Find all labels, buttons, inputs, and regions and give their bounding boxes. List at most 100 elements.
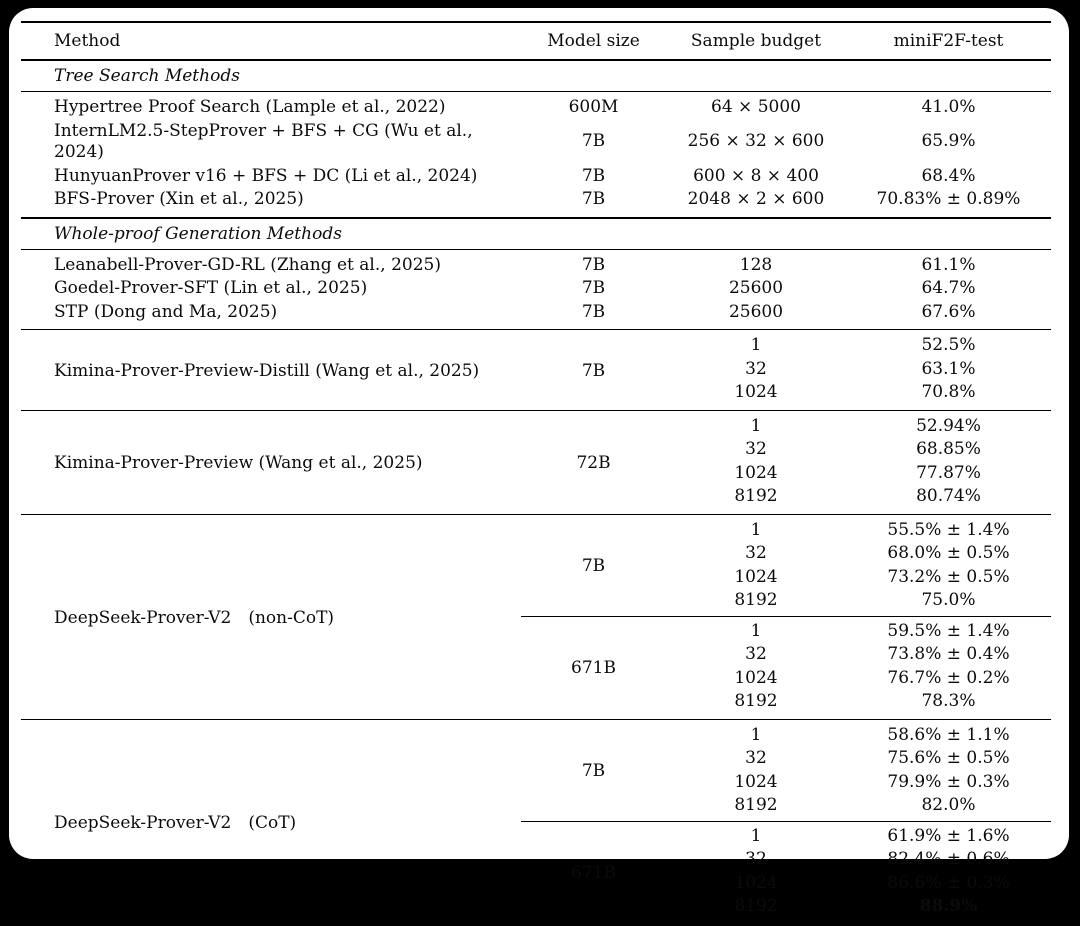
table-row: DeepSeek-Prover-V2 (CoT) 7B 1 58.6% ± 1.1%: [21, 718, 1051, 925]
table-row: 1024 76.7% ± 0.2%: [21, 667, 1051, 691]
sample-budget-cell: 600 × 8 × 400: [693, 165, 819, 186]
result-cell: 41.0%: [846, 91, 1051, 120]
model-size-cell: 7B: [581, 165, 606, 186]
sample-budget-cell: 1: [666, 409, 846, 438]
table-row: InternLM2.5-StepProver + BFS + CG (Wu et…: [21, 120, 1051, 165]
result-cell: 76.7% ± 0.2%: [887, 667, 1010, 688]
col-header-method: Method: [21, 21, 521, 61]
result-cell: 70.8%: [921, 382, 976, 402]
model-size-cell: 7B: [581, 278, 606, 298]
table-row: 32 82.4% ± 0.6%: [21, 848, 1051, 872]
result-cell: 70.83% ± 0.89%: [876, 189, 1021, 209]
result-cell: 65.9%: [921, 131, 976, 152]
table-row: Goedel-Prover-SFT (Lin et al., 2025) 7B 25…: [21, 277, 1051, 301]
model-size-cell: 7B: [521, 248, 666, 277]
table-row: Kimina-Prover-Preview (Wang et al., 2025…: [21, 409, 1051, 514]
sample-budget-cell: 32: [745, 644, 767, 664]
col-header-model-size: Model size: [521, 21, 666, 61]
model-size-cell: 72B: [521, 409, 666, 514]
model-size-cell: 600M: [521, 91, 666, 120]
result-cell: 75.0%: [921, 590, 976, 610]
table-row: 8192 75.0%: [21, 589, 1051, 616]
table-row: 32 75.6% ± 0.5%: [21, 747, 1051, 771]
sample-budget-cell: 8192: [734, 590, 778, 610]
paper-table-card: Method Model size Sample budget miniF2F-…: [9, 8, 1069, 926]
table-row: 1024 70.8%: [21, 381, 1051, 410]
table-body: Tree Search Methods Hypertree Proof Searc…: [21, 60, 1051, 925]
result-cell: 52.5%: [846, 329, 1051, 358]
table-row: STP (Dong and Ma, 2025) 7B 25600 67.6%: [21, 301, 1051, 330]
sample-budget-cell: 1: [666, 329, 846, 358]
table-row: HunyuanProver v16 + BFS + DC (Li et al.,…: [21, 165, 1051, 189]
model-size-cell: 7B: [581, 131, 606, 152]
result-cell: 78.3%: [921, 691, 976, 711]
sample-budget-cell: 1: [666, 820, 846, 848]
model-size-cell: 7B: [581, 189, 606, 209]
result-cell: 86.6% ± 0.3%: [887, 872, 1010, 893]
result-cell: 61.1%: [846, 248, 1051, 277]
table-row: Leanabell-Prover-GD-RL (Zhang et al., 20…: [21, 248, 1051, 277]
method-cell: STP (Dong and Ma, 2025): [54, 301, 278, 322]
sample-budget-cell: 32: [745, 849, 767, 869]
sample-budget-cell: 1024: [734, 667, 778, 688]
sample-budget-cell: 32: [745, 358, 767, 379]
sample-budget-cell: 32: [745, 748, 767, 768]
table-row: 1024 77.87%: [21, 462, 1051, 486]
method-cell: Kimina-Prover-Preview (Wang et al., 2025…: [21, 409, 521, 514]
method-cell: BFS-Prover (Xin et al., 2025): [54, 189, 304, 209]
result-cell: 79.9% ± 0.3%: [887, 771, 1010, 792]
result-cell: 64.7%: [921, 278, 976, 298]
sample-budget-cell: 8192: [734, 795, 778, 815]
model-size-cell: 671B: [521, 820, 666, 925]
table-row: 1024 79.9% ± 0.3%: [21, 771, 1051, 795]
result-cell: 55.5% ± 1.4%: [846, 513, 1051, 542]
result-cell: 58.6% ± 1.1%: [846, 718, 1051, 747]
col-header-sample-budget: Sample budget: [666, 21, 846, 61]
result-cell: 82.4% ± 0.6%: [887, 849, 1010, 869]
model-size-cell: 7B: [521, 513, 666, 616]
method-cell: InternLM2.5-StepProver + BFS + CG (Wu et…: [54, 120, 473, 163]
method-cell: HunyuanProver v16 + BFS + DC (Li et al.,…: [54, 165, 478, 186]
table-row: 1024 73.2% ± 0.5%: [21, 566, 1051, 590]
result-cell: 82.0%: [921, 795, 976, 815]
sample-budget-cell: 256 × 32 × 600: [687, 131, 825, 152]
result-cell: 88.9%: [919, 896, 978, 916]
sample-budget-cell: 8192: [734, 896, 778, 916]
model-size-cell: 7B: [581, 301, 606, 322]
result-cell: 61.9% ± 1.6%: [846, 820, 1051, 848]
result-cell: 80.74%: [916, 486, 981, 506]
col-header-minif2f-test: miniF2F-test: [846, 21, 1051, 61]
section-label: Tree Search Methods: [21, 60, 1051, 92]
result-cell: 59.5% ± 1.4%: [846, 615, 1051, 643]
result-cell: 73.8% ± 0.4%: [887, 644, 1010, 664]
method-cell: Leanabell-Prover-GD-RL (Zhang et al., 20…: [21, 248, 521, 277]
result-cell: 68.4%: [921, 165, 976, 186]
sample-budget-cell: 128: [666, 248, 846, 277]
result-cell: 68.85%: [916, 439, 981, 459]
table-row: 32 68.85%: [21, 438, 1051, 462]
result-cell: 75.6% ± 0.5%: [887, 748, 1010, 768]
method-cell: DeepSeek-Prover-V2 (CoT): [21, 718, 521, 925]
table-row: 32 73.8% ± 0.4%: [21, 643, 1051, 667]
table-row: 8192 80.74%: [21, 485, 1051, 514]
sample-budget-cell: 32: [745, 439, 767, 459]
table-row: 32 63.1%: [21, 358, 1051, 382]
method-cell: Kimina-Prover-Preview-Distill (Wang et a…: [21, 329, 521, 410]
table-row: 32 68.0% ± 0.5%: [21, 542, 1051, 566]
results-table: Method Model size Sample budget miniF2F-…: [21, 21, 1051, 926]
method-cell: Goedel-Prover-SFT (Lin et al., 2025): [54, 278, 368, 298]
sample-budget-cell: 1: [666, 513, 846, 542]
sample-budget-cell: 25600: [728, 301, 784, 322]
result-cell: 67.6%: [921, 301, 976, 322]
table-row: Hypertree Proof Search (Lample et al., 2…: [21, 91, 1051, 120]
sample-budget-cell: 1024: [734, 382, 778, 402]
method-cell: Hypertree Proof Search (Lample et al., 2…: [21, 91, 521, 120]
sample-budget-cell: 64 × 5000: [666, 91, 846, 120]
sample-budget-cell: 25600: [728, 278, 784, 298]
result-cell: 52.94%: [846, 409, 1051, 438]
table-row: Kimina-Prover-Preview-Distill (Wang et a…: [21, 329, 1051, 410]
result-cell: 63.1%: [921, 358, 976, 379]
model-size-cell: 671B: [521, 615, 666, 719]
sample-budget-cell: 1: [666, 615, 846, 643]
result-cell: 73.2% ± 0.5%: [887, 566, 1010, 587]
